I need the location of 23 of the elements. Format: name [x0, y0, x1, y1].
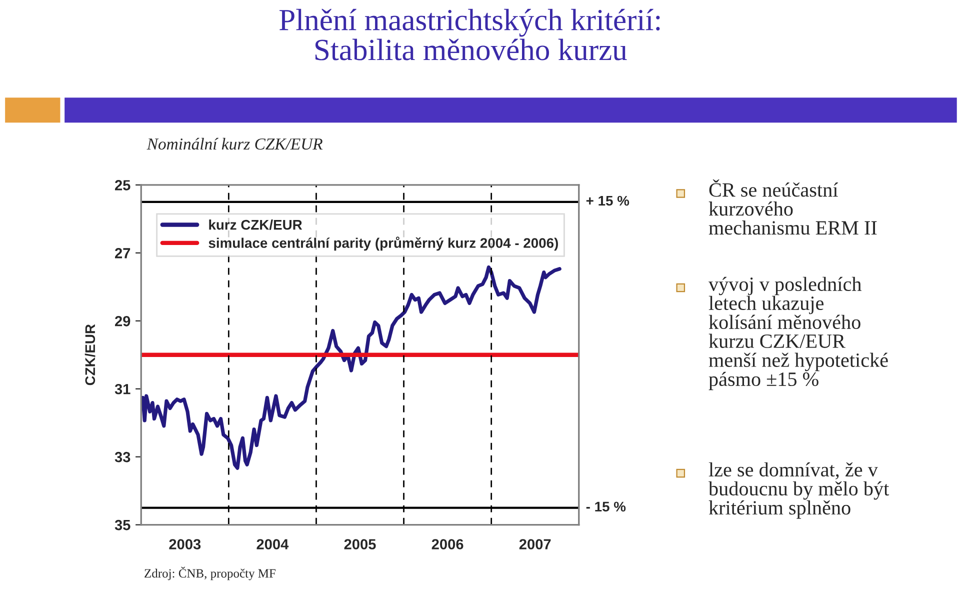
- y-tick-label: 27: [114, 248, 130, 258]
- x-tick-label: 2006: [432, 539, 464, 550]
- y-tick-label: 31: [114, 384, 130, 394]
- text: ČR se neúčastní kurzového mechanismu ERM II: [708, 179, 877, 235]
- x-tick-label: 2007: [519, 539, 551, 550]
- legend-label: kurz CZK/EUR: [209, 220, 302, 230]
- chart-title: Plnění maastrichtských kritérií: Stabilita měnového kurzu: [280, 8, 660, 60]
- x-tick-label: 2004: [256, 539, 289, 550]
- annotation: - 15 %: [586, 502, 626, 512]
- legend-label: simulace centrální parity (průměrný kurz 2004 - 2006): [208, 236, 558, 251]
- text: vývoj v posledních letech ukazuje kolísání měnového kurzu CZK/EUR menší než hypotetické pásmo ±15 %: [708, 276, 888, 390]
- y-tick-label: 33: [114, 452, 130, 462]
- text: Zdroj: ČNB, propočty MF: [144, 566, 276, 580]
- y-tick-label: 35: [114, 520, 130, 530]
- y-axis-title: CZK/EUR: [84, 324, 96, 386]
- y-tick-label: 29: [114, 316, 130, 326]
- x-tick-label: 2003: [169, 539, 201, 550]
- y-tick-label: 25: [114, 180, 130, 190]
- x-tick-label: 2005: [344, 539, 376, 550]
- chart-subtitle: Nominální kurz CZK/EUR: [146, 138, 323, 150]
- line-series: [141, 265, 562, 470]
- annotation: + 15 %: [586, 196, 630, 206]
- text: lze se domnívat, že v budoucnu by mělo být kritérium splněno: [708, 462, 890, 519]
